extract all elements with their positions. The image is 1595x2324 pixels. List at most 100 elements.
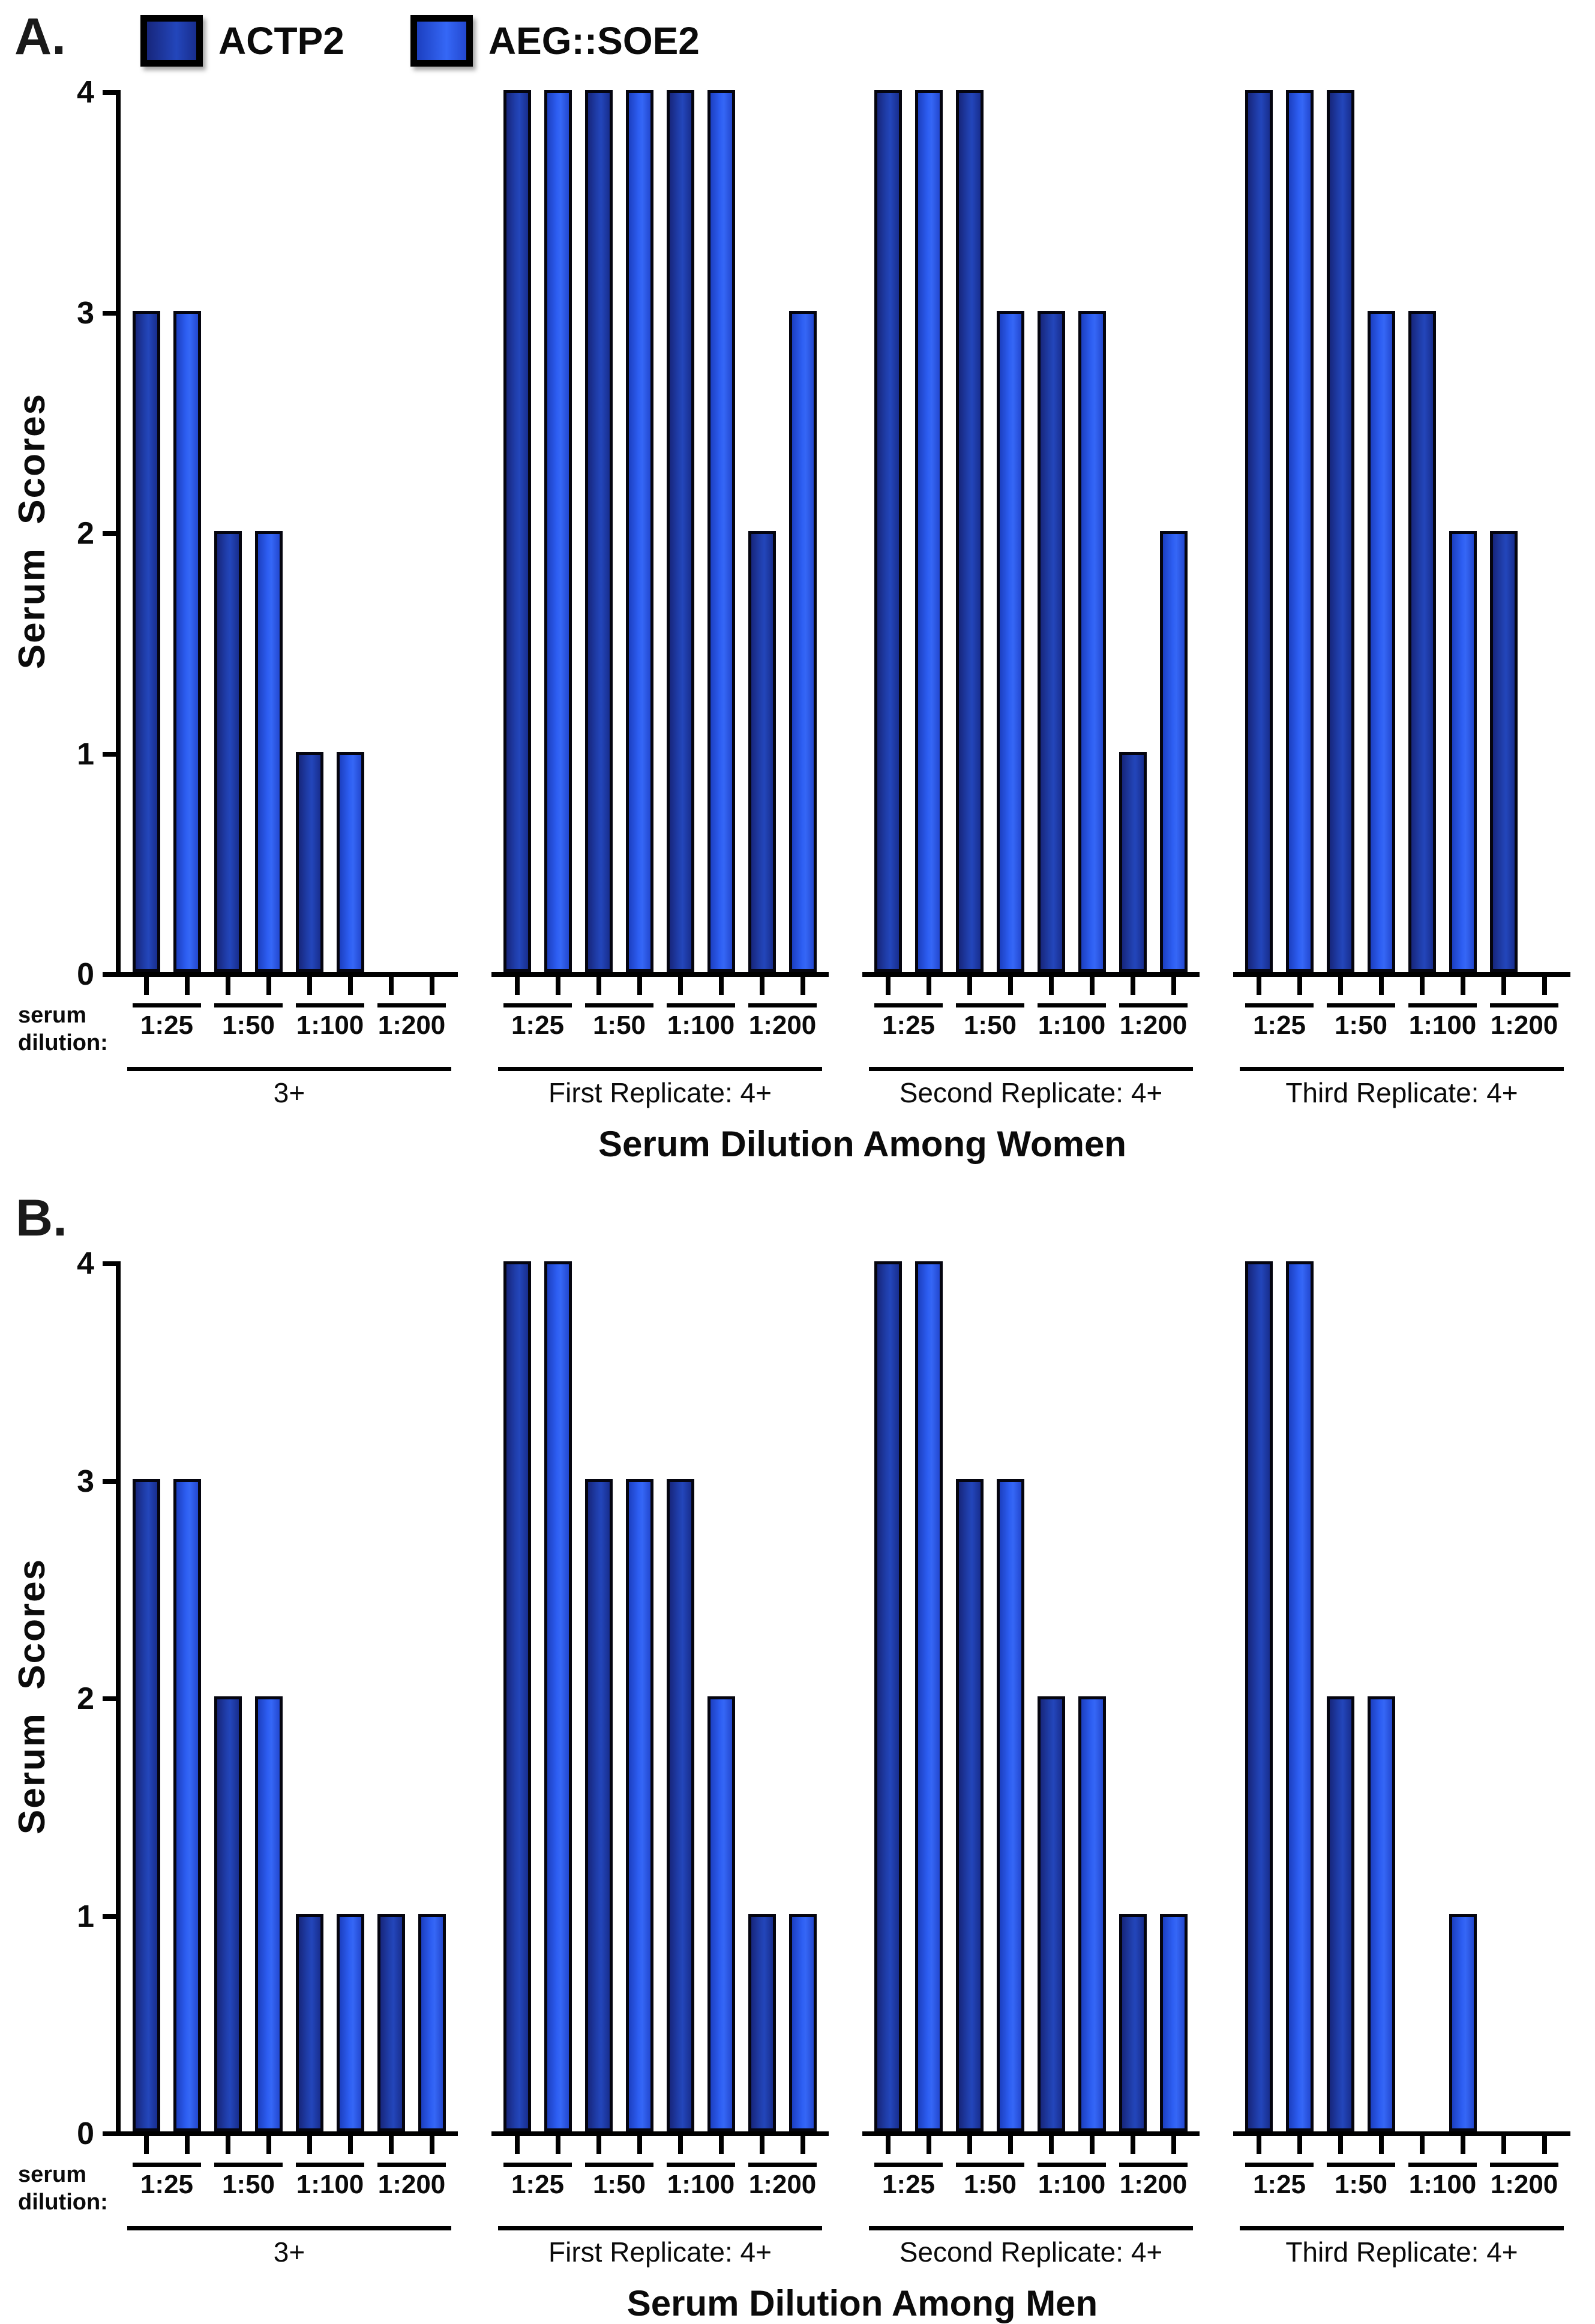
bar-slot xyxy=(1327,90,1354,972)
bar-aeg-soe2 xyxy=(915,1261,943,2131)
x-tick xyxy=(348,2136,353,2154)
bar-actp2 xyxy=(1327,90,1354,972)
dilution-label: 1:100 xyxy=(296,1003,364,1040)
x-tick xyxy=(1049,977,1054,995)
bars-baseline xyxy=(491,1261,829,2136)
dilution-label: 1:25 xyxy=(874,1003,943,1040)
bar-aeg-soe2 xyxy=(1078,310,1106,972)
dilution-label: 1:25 xyxy=(874,2163,943,2200)
x-tick-slot xyxy=(1327,977,1354,995)
bar-actp2 xyxy=(748,1914,776,2131)
x-tick xyxy=(1131,2136,1135,2154)
dilution-label: 1:100 xyxy=(667,2163,735,2200)
bar-slot xyxy=(874,1261,902,2131)
x-tick xyxy=(1542,977,1547,995)
x-tick-slot xyxy=(997,977,1024,995)
x-tick xyxy=(1501,2136,1506,2154)
x-tick-slot xyxy=(418,2136,446,2154)
bar-aeg-soe2 xyxy=(707,90,735,972)
x-tick-slot xyxy=(1531,2136,1558,2154)
bar-aeg-soe2 xyxy=(1286,1261,1314,2131)
bar-actp2 xyxy=(1245,90,1273,972)
x-tick-slot xyxy=(1119,2136,1147,2154)
bars-group: 1:25 1:50 1:100 1:200 3+ xyxy=(121,1261,458,2268)
x-tick-slot xyxy=(1038,2136,1065,2154)
group-underline xyxy=(869,1067,1193,1071)
bar-slot xyxy=(1531,1261,1558,2131)
y-axis-tick-label: 3 xyxy=(77,295,94,331)
dilution-label: 1:100 xyxy=(1408,1003,1477,1040)
legend-swatch-actp2 xyxy=(140,15,203,67)
y-axis-tick-label: 1 xyxy=(77,1899,94,1934)
bars-baseline xyxy=(862,1261,1200,2136)
dilution-label-row: 1:25 1:50 1:100 1:200 xyxy=(133,1003,446,1040)
x-tick-slot xyxy=(377,2136,405,2154)
bar-slot xyxy=(503,1261,531,2131)
y-axis-title: Serum Scores xyxy=(11,392,53,670)
x-tick xyxy=(307,977,312,995)
x-tick-row xyxy=(491,2136,829,2154)
x-tick-slot xyxy=(1078,977,1106,995)
x-tick xyxy=(1542,2136,1547,2154)
x-tick xyxy=(760,2136,764,2154)
bar-aeg-soe2 xyxy=(255,1696,283,2131)
bar-aeg-soe2 xyxy=(544,90,572,972)
bar-slot xyxy=(1119,1261,1147,2131)
x-tick-slot xyxy=(1038,977,1065,995)
y-axis-tick-label: 2 xyxy=(77,516,94,551)
x-tick-slot xyxy=(626,977,653,995)
x-tick xyxy=(678,2136,683,2154)
bars-baseline xyxy=(491,90,829,977)
bar-actp2 xyxy=(377,1914,405,2131)
x-tick xyxy=(430,2136,434,2154)
dilution-label: 1:100 xyxy=(1038,2163,1106,2200)
bar-slot xyxy=(956,1261,984,2131)
x-tick-slot xyxy=(585,977,613,995)
group-label: First Replicate: 4+ xyxy=(548,1077,772,1108)
x-tick-slot xyxy=(544,977,572,995)
x-tick xyxy=(1297,2136,1302,2154)
panel-letter-b: B. xyxy=(16,1189,67,1247)
x-tick xyxy=(801,2136,805,2154)
x-tick xyxy=(1171,977,1176,995)
bar-slot xyxy=(544,90,572,972)
x-tick-row xyxy=(1233,977,1570,995)
bar-slot xyxy=(1160,90,1188,972)
group-underline xyxy=(1240,1067,1564,1071)
bar-slot xyxy=(418,1261,446,2131)
y-axis-tick xyxy=(103,1479,121,1484)
x-tick xyxy=(1379,2136,1384,2154)
y-axis-tick xyxy=(103,2131,121,2136)
x-tick-row xyxy=(121,2136,458,2154)
bar-slot xyxy=(997,1261,1024,2131)
bar-actp2 xyxy=(667,1479,694,2131)
panel-title-women: Serum Dilution Among Women xyxy=(598,1124,1126,1164)
x-tick xyxy=(1257,2136,1261,2154)
bar-groups-women: 1:25 1:50 1:100 1:200 3+ 1:25 1:50 1:100 1:200 Fi… xyxy=(121,90,1570,1109)
dilution-label: 1:50 xyxy=(956,1003,1024,1040)
x-tick-slot xyxy=(1245,2136,1273,2154)
x-tick-slot xyxy=(626,2136,653,2154)
bar-actp2 xyxy=(296,751,323,972)
bar-actp2 xyxy=(133,310,160,972)
x-tick xyxy=(596,977,601,995)
bars-group: 1:25 1:50 1:100 1:200 Third Replicate: 4+ xyxy=(1233,90,1570,1109)
x-tick-row xyxy=(491,977,829,995)
x-tick-slot xyxy=(255,2136,283,2154)
dilution-label: 1:200 xyxy=(377,2163,446,2200)
x-tick-slot xyxy=(789,977,817,995)
x-tick xyxy=(515,977,520,995)
y-axis-tick-label: 2 xyxy=(77,1681,94,1716)
y-axis-tick xyxy=(103,751,121,757)
x-tick-row xyxy=(1233,2136,1570,2154)
dilution-label: 1:100 xyxy=(1038,1003,1106,1040)
bar-slot xyxy=(874,90,902,972)
y-axis-tick xyxy=(103,90,121,95)
bar-actp2 xyxy=(667,90,694,972)
x-tick-slot xyxy=(748,2136,776,2154)
x-tick xyxy=(1257,977,1261,995)
dilution-label: 1:100 xyxy=(667,1003,735,1040)
group-underline xyxy=(869,2226,1193,2230)
bar-slot xyxy=(133,1261,160,2131)
dilution-label-row: 1:25 1:50 1:100 1:200 xyxy=(503,2163,817,2200)
